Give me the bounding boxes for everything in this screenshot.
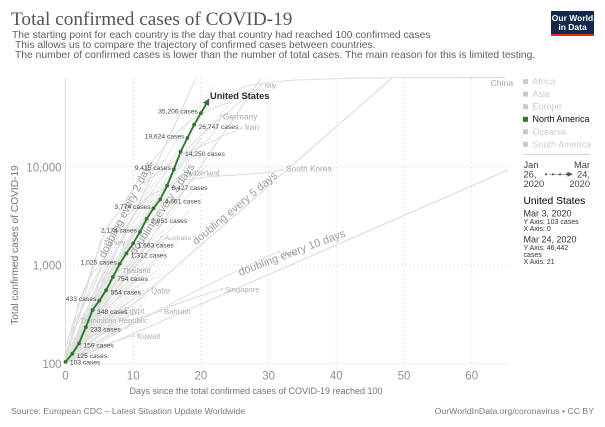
svg-text:50: 50 (398, 370, 411, 382)
svg-text:Switzerland: Switzerland (184, 170, 220, 177)
svg-text:103 cases: 103 cases (70, 359, 101, 366)
svg-text:Qatar: Qatar (151, 287, 171, 296)
svg-text:Mar 3, 2020: Mar 3, 2020 (524, 209, 572, 219)
svg-text:Iran: Iran (245, 122, 260, 132)
svg-text:60: 60 (465, 370, 478, 382)
svg-text:19,624 cases: 19,624 cases (145, 134, 185, 141)
svg-text:Bahrain: Bahrain (164, 307, 191, 316)
svg-text:Europe: Europe (533, 102, 562, 112)
svg-text:159 cases: 159 cases (83, 343, 114, 350)
svg-text:433 cases: 433 cases (66, 296, 97, 303)
svg-text:Kuwait: Kuwait (137, 332, 161, 341)
svg-text:United States: United States (524, 196, 586, 207)
svg-text:35,206 cases: 35,206 cases (158, 109, 198, 116)
svg-text:North America: North America (533, 114, 590, 124)
svg-text:0: 0 (62, 370, 68, 382)
svg-text:cases: cases (524, 252, 543, 259)
svg-text:X Axis: 21: X Axis: 21 (524, 259, 555, 266)
svg-text:Italy: Italy (265, 82, 278, 89)
svg-text:1,000: 1,000 (33, 261, 62, 273)
svg-text:Mar: Mar (574, 160, 590, 170)
svg-text:10: 10 (127, 370, 140, 382)
svg-text:1,025 cases: 1,025 cases (81, 259, 118, 266)
svg-text:Asia: Asia (533, 89, 551, 99)
svg-text:Thailand: Thailand (122, 266, 151, 275)
svg-text:Oceania: Oceania (533, 127, 567, 137)
svg-text:China: China (491, 78, 514, 88)
svg-text:9,415 cases: 9,415 cases (135, 165, 172, 172)
svg-text:554 cases: 554 cases (111, 289, 142, 296)
svg-text:30: 30 (262, 370, 275, 382)
svg-text:Turkey: Turkey (104, 238, 126, 247)
svg-text:South Korea: South Korea (286, 165, 332, 174)
svg-text:125 cases: 125 cases (77, 353, 108, 360)
svg-text:South America: South America (533, 139, 592, 149)
svg-text:1,312 cases: 1,312 cases (131, 253, 168, 260)
svg-text:doubling every 10 days: doubling every 10 days (237, 228, 348, 279)
svg-text:2,951 cases: 2,951 cases (151, 218, 188, 225)
svg-text:Y Axis: 103 cases: Y Axis: 103 cases (524, 219, 580, 226)
svg-text:Germany: Germany (223, 112, 258, 122)
svg-text:Total confirmed cases of COVID: Total confirmed cases of COVID-19 (10, 165, 21, 325)
svg-text:233 cases: 233 cases (90, 326, 121, 333)
svg-text:Africa: Africa (533, 77, 556, 87)
svg-text:2020: 2020 (569, 179, 590, 189)
svg-text:Dominican Republic: Dominican Republic (81, 316, 148, 325)
svg-text:2020: 2020 (524, 179, 545, 189)
svg-text:X Axis: 0: X Axis: 0 (524, 226, 551, 233)
svg-text:2,174 cases: 2,174 cases (101, 227, 138, 234)
svg-text:14,250 cases: 14,250 cases (185, 151, 225, 158)
svg-text:100: 100 (42, 359, 61, 371)
svg-text:Egypt: Egypt (124, 306, 145, 315)
svg-text:Japan: Japan (282, 251, 298, 257)
svg-text:Days since the total confirmed: Days since the total confirmed cases of … (129, 386, 382, 396)
svg-text:24,: 24, (577, 170, 590, 180)
svg-text:754 cases: 754 cases (117, 276, 148, 283)
svg-text:26,: 26, (524, 170, 537, 180)
svg-text:348 cases: 348 cases (97, 309, 128, 316)
svg-text:6,427 cases: 6,427 cases (172, 185, 209, 192)
svg-text:Singapore: Singapore (225, 285, 260, 294)
svg-text:4,661 cases: 4,661 cases (165, 199, 202, 206)
svg-text:Y Axis: 46,442: Y Axis: 46,442 (524, 245, 569, 252)
svg-text:1,663 cases: 1,663 cases (138, 243, 175, 250)
svg-text:Jan: Jan (524, 160, 539, 170)
svg-text:10,000: 10,000 (26, 162, 61, 174)
svg-text:United States: United States (210, 91, 269, 101)
svg-text:3,774 cases: 3,774 cases (114, 204, 151, 211)
svg-text:20: 20 (195, 370, 208, 382)
svg-text:40: 40 (330, 370, 343, 382)
svg-text:Mar 24, 2020: Mar 24, 2020 (524, 234, 577, 244)
svg-text:doubling every 5 days: doubling every 5 days (190, 169, 280, 247)
svg-text:26,747 cases: 26,747 cases (199, 124, 239, 131)
svg-text:Australia: Australia (165, 235, 192, 242)
